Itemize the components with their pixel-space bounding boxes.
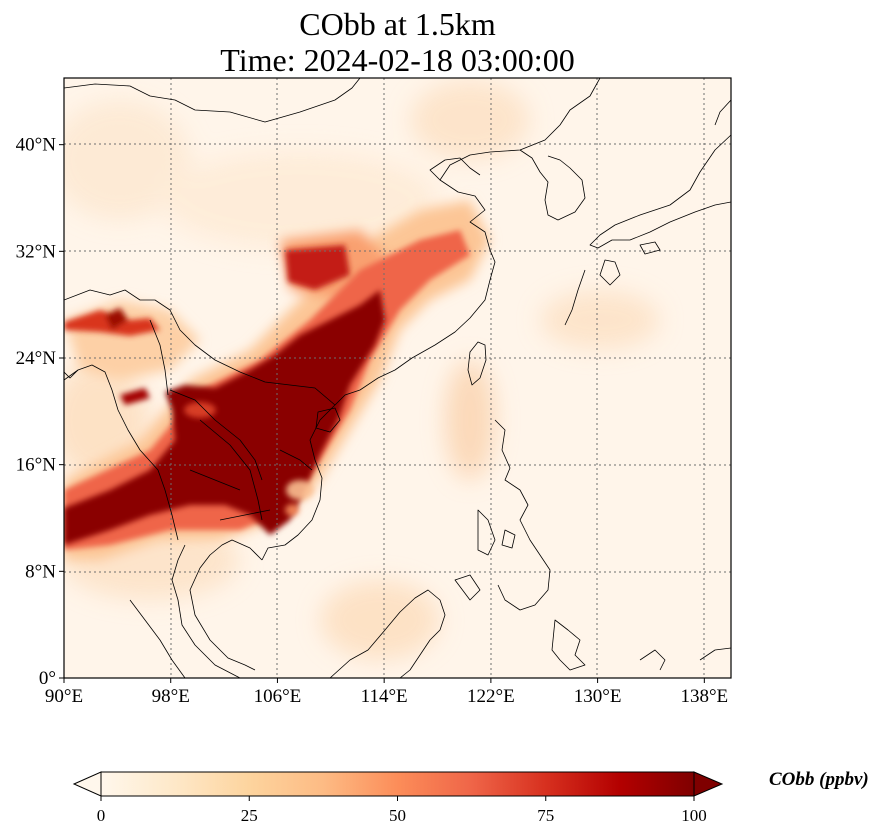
axis-ticks (59, 144, 705, 683)
lat-tick-label: 40°N (16, 135, 57, 156)
colorbar-tick-label: 25 (241, 806, 258, 825)
lat-tick-label: 8°N (25, 561, 56, 582)
lat-tick-labels: 0° 8°N 16°N 24°N 32°N 40°N (16, 135, 57, 689)
colorbar-label: CObb (ppbv) (769, 769, 869, 790)
lat-tick-label: 16°N (16, 455, 57, 476)
title-line-2: Time: 2024-02-18 03:00:00 (220, 42, 575, 78)
lon-tick-label: 106°E (254, 686, 302, 707)
lat-tick-label: 32°N (16, 241, 57, 262)
plot-frame (63, 77, 732, 679)
lon-tick-label: 114°E (361, 686, 408, 707)
lon-tick-label: 122°E (467, 686, 515, 707)
lon-tick-label: 138°E (680, 686, 728, 707)
colorbar-ticks: 0 25 50 75 100 (97, 796, 707, 825)
lon-tick-label: 130°E (574, 686, 622, 707)
lon-tick-labels: 90°E 98°E 106°E 114°E 122°E 130°E 138°E (45, 686, 728, 707)
lat-tick-label: 24°N (16, 348, 57, 369)
lon-tick-label: 90°E (45, 686, 83, 707)
colorbar-extend-low (72, 771, 102, 797)
colorbar-tick-label: 50 (389, 806, 406, 825)
title-line-1: CObb at 1.5km (299, 6, 496, 42)
colorbar-tick-label: 100 (681, 806, 707, 825)
lat-tick-label: 0° (39, 668, 56, 689)
coastlines (64, 78, 731, 678)
colorbar-tick-label: 0 (97, 806, 106, 825)
colorbar-extend-high (693, 771, 724, 797)
colorbar-bar (100, 771, 695, 797)
gridlines (64, 78, 731, 678)
colorbar-tick-label: 75 (537, 806, 554, 825)
lon-tick-label: 98°E (152, 686, 190, 707)
colorbar: 0 25 50 75 100 (72, 771, 724, 825)
